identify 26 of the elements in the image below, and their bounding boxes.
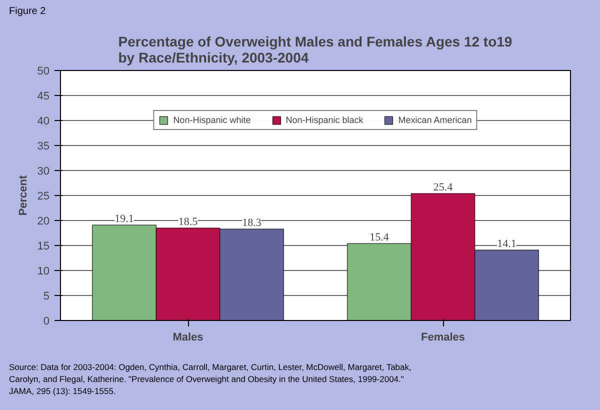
- data-label: 18.5: [178, 216, 198, 228]
- y-tick-label: 30: [37, 166, 50, 178]
- y-tick-label: 10: [37, 266, 50, 278]
- caption: Figure 2: [9, 5, 46, 19]
- legend-label: Mexican American: [398, 115, 472, 125]
- data-label: 14.1: [497, 238, 516, 250]
- y-tick-label: 40: [37, 116, 50, 128]
- y-tick-label: 5: [43, 290, 50, 302]
- data-label: 25.4: [433, 182, 454, 194]
- x-tick-label: Males: [172, 332, 204, 344]
- y-tick-label: 15: [37, 240, 50, 252]
- y-tick-label: 45: [37, 90, 50, 102]
- y-tick-label: 0: [43, 316, 50, 328]
- y-tick-label: 50: [37, 66, 50, 78]
- data-label: 19.1: [114, 213, 134, 225]
- source-note: Source: Data for 2003-2004: Ogden, Cynthia, Carroll, Margaret, Curtin, Lester, McDowell, Margaret, Tabak, Carolyn, and Flegal, Katherine. "Prevalence of Overweight and Obesity in the United States, 1999-2004." JAMA, 295 (13): 1549-1555.: [9, 361, 412, 398]
- legend-label: Non-Hispanic white: [173, 115, 251, 125]
- y-axis-title: Percent: [17, 174, 30, 216]
- data-label: 15.4: [370, 232, 390, 244]
- x-tick-label: Females: [420, 332, 466, 344]
- y-tick-label: 20: [37, 216, 50, 228]
- y-tick-label: 35: [37, 140, 50, 152]
- data-label: 18.3: [242, 217, 262, 229]
- legend-label: Non-Hispanic black: [286, 115, 364, 125]
- y-tick-label: 25: [37, 190, 50, 202]
- chart-title: Percentage of Overweight Males and Females Ages 12 to19 by Race/Ethnicity, 2003-2004: [118, 34, 512, 66]
